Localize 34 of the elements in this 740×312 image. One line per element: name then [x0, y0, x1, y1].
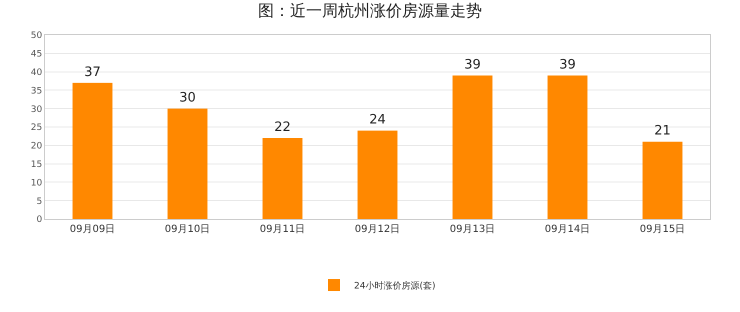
- x-tick-label: 09月15日: [640, 224, 686, 235]
- bar: [358, 130, 398, 219]
- bar: [548, 75, 588, 219]
- x-tick-label: 09月09日: [70, 224, 116, 235]
- x-tick-label: 09月12日: [354, 224, 400, 235]
- bar: [72, 82, 112, 219]
- y-tick-label: 40: [30, 68, 42, 78]
- bar: [452, 75, 492, 219]
- legend-label: 24小时涨价房源(套): [354, 280, 436, 292]
- y-tick-label: 35: [30, 86, 42, 96]
- y-tick-label: 30: [30, 104, 42, 115]
- data-label: 39: [464, 57, 481, 72]
- bar: [168, 108, 208, 219]
- data-label: 39: [559, 57, 576, 72]
- x-tick-label: 09月14日: [544, 224, 590, 235]
- data-label: 30: [179, 90, 196, 106]
- chart-title: 图：近一周杭州涨价房源量走势: [258, 0, 482, 20]
- x-tick-label: 09月10日: [164, 224, 210, 235]
- data-label: 24: [369, 112, 386, 128]
- y-tick-label: 5: [36, 196, 42, 207]
- data-label: 37: [84, 64, 101, 80]
- data-label: 21: [654, 124, 671, 139]
- y-tick-label: 25: [30, 123, 42, 134]
- x-tick-label: 09月13日: [450, 224, 496, 235]
- data-label: 22: [274, 120, 291, 136]
- bar: [642, 142, 682, 219]
- y-tick-label: 0: [36, 215, 42, 226]
- y-tick-label: 10: [30, 178, 42, 188]
- y-tick-label: 15: [30, 160, 42, 170]
- x-tick-label: 09月11日: [260, 224, 306, 235]
- y-tick-label: 50: [30, 31, 42, 42]
- bar: [262, 138, 302, 219]
- y-tick-label: 20: [30, 142, 42, 152]
- y-tick-label: 45: [30, 50, 42, 60]
